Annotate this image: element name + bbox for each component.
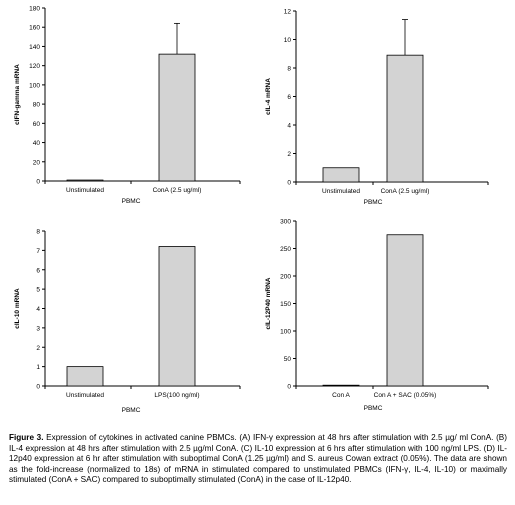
x-tick-label: LPS(100 ng/ml) bbox=[154, 392, 199, 399]
y-tick-label: 7 bbox=[36, 248, 40, 255]
y-tick-label: 180 bbox=[29, 6, 40, 13]
y-tick-label: 80 bbox=[33, 102, 41, 109]
x-axis-label: PBMC bbox=[122, 407, 141, 414]
bar bbox=[386, 54, 424, 183]
y-tick-label: 5 bbox=[36, 287, 40, 294]
y-tick-label: 2 bbox=[36, 345, 40, 352]
y-axis-label: cIL-12P40 mRNA bbox=[265, 277, 272, 329]
bar bbox=[66, 366, 104, 387]
x-tick-label: Unstimulated bbox=[66, 392, 104, 399]
bar bbox=[158, 53, 196, 182]
y-tick-label: 0 bbox=[36, 179, 40, 186]
y-tick-label: 0 bbox=[287, 180, 291, 187]
x-tick-label: Unstimulated bbox=[66, 187, 104, 194]
y-tick-label: 0 bbox=[287, 384, 291, 391]
y-tick-label: 3 bbox=[36, 325, 40, 332]
y-tick-label: 2 bbox=[287, 151, 291, 158]
y-tick-label: 200 bbox=[280, 274, 291, 281]
bar bbox=[322, 384, 360, 387]
y-tick-label: 10 bbox=[284, 37, 292, 44]
y-tick-label: 4 bbox=[36, 306, 40, 313]
x-axis-label: PBMC bbox=[364, 405, 383, 412]
y-tick-label: 1 bbox=[36, 364, 40, 371]
y-tick-label: 12 bbox=[284, 9, 292, 16]
y-axis-label: cIL-10 mRNA bbox=[14, 288, 21, 329]
y-tick-label: 300 bbox=[280, 219, 291, 226]
y-tick-label: 250 bbox=[280, 246, 291, 253]
y-axis-label: cIFN-gamma mRNA bbox=[14, 64, 21, 125]
y-tick-label: 8 bbox=[287, 66, 291, 73]
x-tick-label: Con A bbox=[332, 392, 350, 399]
y-tick-label: 100 bbox=[29, 82, 40, 89]
y-axis-label: cIL-4 mRNA bbox=[265, 78, 272, 115]
y-tick-label: 100 bbox=[280, 329, 291, 336]
bar bbox=[322, 167, 360, 183]
bar bbox=[66, 179, 104, 182]
x-axis-label: PBMC bbox=[122, 198, 141, 205]
caption-label: Figure 3. bbox=[9, 433, 44, 442]
y-tick-label: 20 bbox=[33, 159, 41, 166]
x-tick-label: Unstimulated bbox=[322, 188, 360, 195]
y-tick-label: 60 bbox=[33, 121, 41, 128]
y-tick-label: 6 bbox=[287, 94, 291, 101]
caption-text: Expression of cytokines in activated can… bbox=[9, 433, 507, 485]
y-tick-label: 8 bbox=[36, 229, 40, 236]
y-tick-label: 6 bbox=[36, 267, 40, 274]
y-tick-label: 4 bbox=[287, 123, 291, 130]
figure-caption: Figure 3. Expression of cytokines in act… bbox=[9, 433, 507, 486]
y-tick-label: 160 bbox=[29, 25, 40, 32]
y-tick-label: 40 bbox=[33, 140, 41, 147]
y-tick-label: 150 bbox=[280, 301, 291, 308]
x-tick-label: ConA (2.5 ug/ml) bbox=[381, 188, 430, 195]
x-axis-label: PBMC bbox=[364, 199, 383, 206]
bar bbox=[158, 246, 196, 387]
x-tick-label: ConA (2.5 ug/ml) bbox=[153, 187, 202, 194]
y-tick-label: 50 bbox=[284, 356, 292, 363]
y-tick-label: 120 bbox=[29, 63, 40, 70]
bar bbox=[386, 234, 424, 387]
y-tick-label: 140 bbox=[29, 44, 40, 51]
y-tick-label: 0 bbox=[36, 384, 40, 391]
x-tick-label: Con A + SAC (0.05%) bbox=[374, 392, 437, 399]
